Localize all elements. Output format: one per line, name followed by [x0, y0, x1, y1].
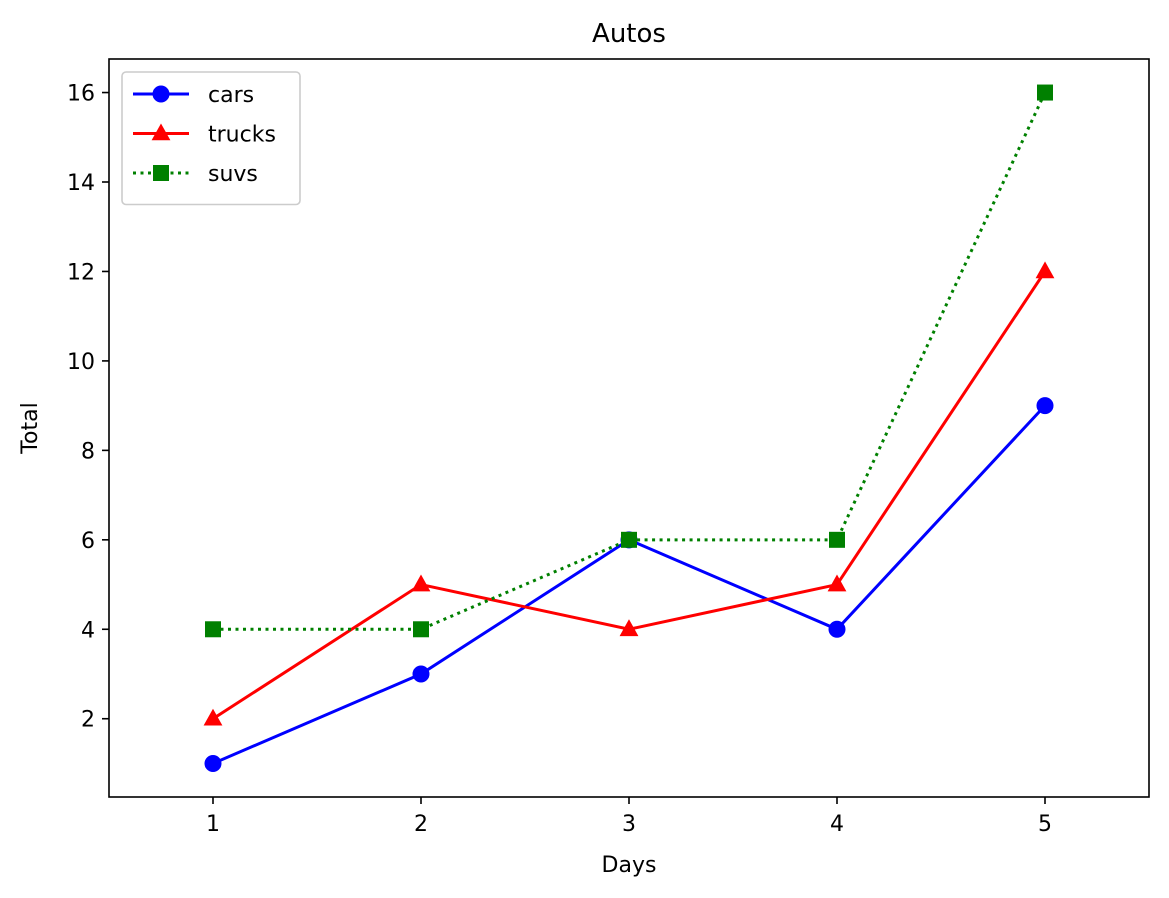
legend-label-trucks: trucks	[208, 123, 276, 148]
legend-marker-trucks	[151, 123, 171, 141]
y-tick-label-6: 6	[81, 529, 95, 554]
legend-label-cars: cars	[208, 83, 254, 108]
y-tick-label-8: 8	[81, 439, 95, 464]
y-tick-label-12: 12	[67, 260, 95, 285]
y-tick-label-2: 2	[81, 708, 95, 733]
data-point-cars-2	[412, 665, 430, 683]
data-point-suvs-3	[621, 531, 637, 548]
legend-entry-cars: cars	[133, 83, 254, 108]
x-tick-label-2: 2	[414, 812, 428, 837]
data-point-suvs-4	[829, 531, 845, 548]
data-point-trucks-5	[1035, 261, 1055, 279]
data-point-trucks-4	[827, 574, 847, 592]
legend-label-suvs: suvs	[208, 162, 258, 187]
data-point-trucks-3	[619, 619, 639, 637]
y-tick-label-4: 4	[81, 618, 95, 643]
x-tick-label-1: 1	[206, 812, 220, 837]
data-point-suvs-1	[205, 621, 221, 638]
y-tick-label-14: 14	[67, 171, 95, 196]
legend-marker-suvs	[153, 165, 169, 181]
data-point-trucks-1	[203, 708, 223, 726]
legend-entry-suvs: suvs	[133, 162, 258, 187]
x-tick-label-4: 4	[830, 812, 844, 837]
x-tick-label-3: 3	[622, 812, 636, 837]
data-point-suvs-5	[1037, 84, 1053, 101]
data-point-trucks-2	[411, 574, 431, 592]
data-point-cars-5	[1036, 397, 1054, 415]
x-axis-label: Days	[602, 853, 657, 878]
legend: cars trucks suvs	[121, 71, 301, 206]
legend-entry-trucks: trucks	[133, 123, 276, 148]
legend-marker-cars	[152, 85, 170, 103]
data-point-cars-4	[828, 620, 846, 638]
series-suvs	[205, 84, 1053, 638]
series-group	[203, 84, 1055, 772]
y-tick-label-10: 10	[67, 350, 95, 375]
data-point-cars-1	[204, 754, 222, 772]
series-trucks	[203, 261, 1055, 726]
chart-title: Autos	[592, 19, 666, 49]
y-axis-label: Total	[18, 402, 43, 454]
x-tick-label-5: 5	[1038, 812, 1052, 837]
y-tick-label-16: 16	[67, 82, 95, 107]
data-point-suvs-2	[413, 621, 429, 638]
